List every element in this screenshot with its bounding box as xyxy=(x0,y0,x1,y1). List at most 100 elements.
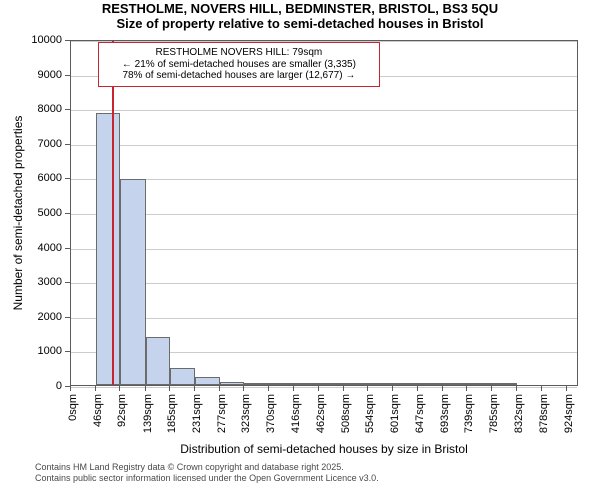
histogram-bar xyxy=(368,383,393,385)
x-tick-label: 462sqm xyxy=(315,394,327,433)
x-tick xyxy=(392,386,393,391)
x-tick xyxy=(343,386,344,391)
histogram-bar xyxy=(443,383,468,385)
x-tick xyxy=(70,386,71,391)
annotation-line: 78% of semi-detached houses are larger (… xyxy=(99,70,379,82)
x-tick xyxy=(95,386,96,391)
x-tick-label: 739sqm xyxy=(463,394,475,433)
y-tick-label: 6000 xyxy=(0,172,62,184)
annotation-line: RESTHOLME NOVERS HILL: 79sqm xyxy=(99,47,379,59)
histogram-bar xyxy=(418,383,443,385)
x-tick-label: 370sqm xyxy=(265,394,277,433)
histogram-bar xyxy=(120,179,145,385)
histogram-bar xyxy=(393,383,418,385)
x-tick xyxy=(516,386,517,391)
histogram-bar xyxy=(344,383,369,385)
y-tick xyxy=(65,248,70,249)
y-tick xyxy=(65,75,70,76)
x-tick-label: 92sqm xyxy=(116,394,128,427)
y-tick-label: 8000 xyxy=(0,103,62,115)
x-tick-label: 647sqm xyxy=(414,394,426,433)
x-tick-label: 277sqm xyxy=(216,394,228,433)
x-tick xyxy=(243,386,244,391)
x-tick xyxy=(417,386,418,391)
x-tick-label: 693sqm xyxy=(439,394,451,433)
x-tick xyxy=(268,386,269,391)
y-tick-label: 7000 xyxy=(0,138,62,150)
y-tick xyxy=(65,351,70,352)
y-tick-label: 10000 xyxy=(0,34,62,46)
y-tick xyxy=(65,178,70,179)
footer: Contains HM Land Registry data © Crown c… xyxy=(0,462,600,484)
x-tick-label: 601sqm xyxy=(389,394,401,433)
x-tick-label: 231sqm xyxy=(191,394,203,433)
x-tick xyxy=(541,386,542,391)
histogram-bar xyxy=(319,383,344,385)
x-tick xyxy=(491,386,492,391)
x-tick-label: 323sqm xyxy=(240,394,252,433)
grid-line-horizontal xyxy=(71,318,577,319)
chart-title-block: RESTHOLME, NOVERS HILL, BEDMINSTER, BRIS… xyxy=(0,2,600,32)
chart-subtitle: Size of property relative to semi-detach… xyxy=(0,17,600,32)
y-tick xyxy=(65,317,70,318)
x-tick-label: 554sqm xyxy=(364,394,376,433)
y-tick xyxy=(65,109,70,110)
grid-line-horizontal xyxy=(71,283,577,284)
y-tick-label: 1000 xyxy=(0,345,62,357)
histogram-bar xyxy=(170,368,195,385)
x-tick-label: 0sqm xyxy=(67,394,79,421)
x-tick-label: 46sqm xyxy=(92,394,104,427)
plot-area: RESTHOLME NOVERS HILL: 79sqm← 21% of sem… xyxy=(70,40,578,386)
footer-line: Contains HM Land Registry data © Crown c… xyxy=(35,462,600,473)
y-tick xyxy=(65,213,70,214)
y-tick-label: 9000 xyxy=(0,69,62,81)
chart-title: RESTHOLME, NOVERS HILL, BEDMINSTER, BRIS… xyxy=(0,2,600,17)
x-tick-label: 924sqm xyxy=(563,394,575,433)
grid-line-horizontal xyxy=(71,179,577,180)
grid-line-horizontal xyxy=(71,249,577,250)
x-tick xyxy=(367,386,368,391)
y-tick-label: 5000 xyxy=(0,207,62,219)
histogram-bar xyxy=(269,383,294,385)
reference-line xyxy=(112,41,114,385)
grid-line-horizontal xyxy=(71,145,577,146)
y-axis-title: Number of semi-detached properties xyxy=(11,116,25,311)
x-tick-label: 878sqm xyxy=(538,394,550,433)
x-tick-label: 832sqm xyxy=(513,394,525,433)
histogram-bar xyxy=(96,113,121,385)
x-tick xyxy=(293,386,294,391)
annotation-line: ← 21% of semi-detached houses are smalle… xyxy=(99,59,379,71)
y-tick xyxy=(65,144,70,145)
annotation-box: RESTHOLME NOVERS HILL: 79sqm← 21% of sem… xyxy=(98,42,380,87)
x-tick-label: 416sqm xyxy=(290,394,302,433)
histogram-bar xyxy=(492,383,517,385)
x-tick xyxy=(442,386,443,391)
x-tick xyxy=(318,386,319,391)
histogram-bar xyxy=(195,377,220,385)
x-tick-label: 785sqm xyxy=(488,394,500,433)
x-tick xyxy=(219,386,220,391)
footer-line: Contains public sector information licen… xyxy=(35,473,600,484)
x-tick-label: 185sqm xyxy=(166,394,178,433)
grid-line-horizontal xyxy=(71,387,577,388)
histogram-bar xyxy=(220,382,245,385)
x-tick xyxy=(119,386,120,391)
x-tick xyxy=(194,386,195,391)
histogram-bar xyxy=(467,383,492,385)
x-axis-title: Distribution of semi-detached houses by … xyxy=(70,442,578,456)
histogram-bar xyxy=(294,383,319,385)
y-tick xyxy=(65,40,70,41)
y-tick-label: 3000 xyxy=(0,276,62,288)
x-tick xyxy=(169,386,170,391)
histogram-bar xyxy=(146,337,171,385)
grid-line-horizontal xyxy=(71,214,577,215)
x-tick xyxy=(566,386,567,391)
x-tick-label: 139sqm xyxy=(142,394,154,433)
histogram-bar xyxy=(244,383,269,385)
x-tick xyxy=(466,386,467,391)
y-tick-label: 2000 xyxy=(0,311,62,323)
x-tick xyxy=(145,386,146,391)
y-tick-label: 4000 xyxy=(0,242,62,254)
grid-line-horizontal xyxy=(71,110,577,111)
y-tick-label: 0 xyxy=(0,380,62,392)
